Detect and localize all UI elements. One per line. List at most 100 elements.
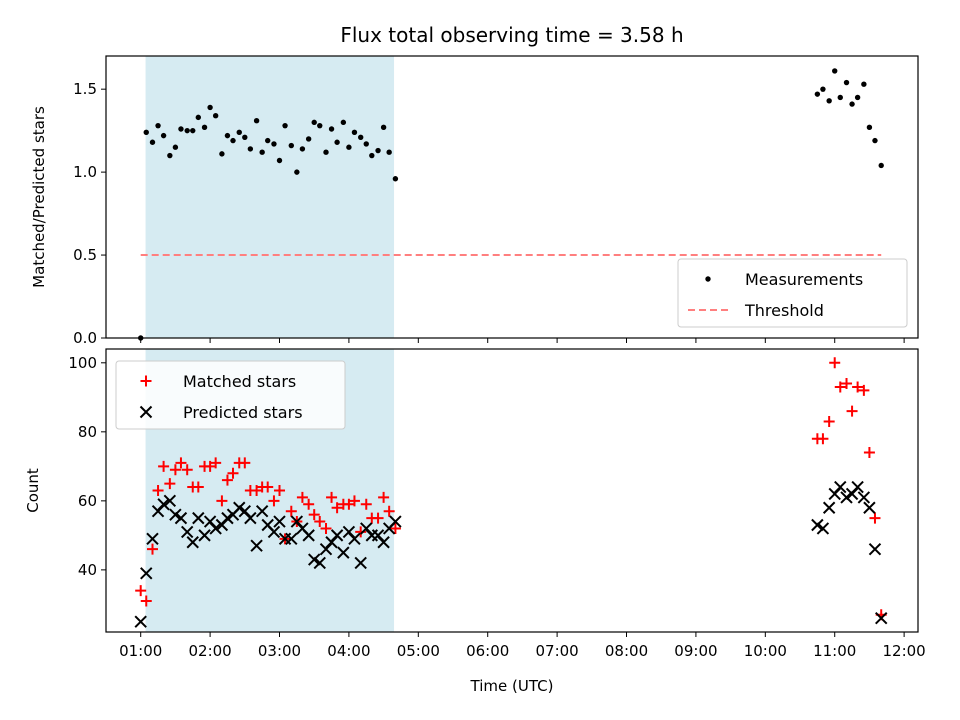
measurements-point [201,124,208,131]
measurements-point [219,151,225,157]
predicted-stars-point [307,553,321,566]
predicted-stars-point [255,504,269,518]
matched-stars-point [152,485,164,496]
predicted-stars-point [134,615,147,628]
matched-stars-point [251,485,263,496]
measurements-point [178,126,184,132]
predicted-stars-legend-label: Predicted stars [183,403,303,422]
matched-stars-point [852,381,864,393]
legend: Matched stars Predicted stars [115,360,346,430]
measurements-point [351,129,358,136]
predicted-stars-point [857,491,871,504]
x-tick-label: 07:00 [535,642,578,660]
measurements-point [866,124,873,131]
x-tick-label: 03:00 [258,642,301,660]
measurements-point [143,129,149,136]
predicted-stars-point [146,532,159,546]
plot-frame [105,348,919,633]
matched-stars-point [834,381,846,393]
x-tick-label: 12:00 [883,642,926,660]
measurements-point [837,94,843,101]
y-tick-label: 80 [78,423,97,441]
measurements-point [299,146,306,152]
matched-stars-point [360,498,372,510]
predicted-stars-point [868,542,882,556]
matched-stars-point [343,498,355,510]
measurements-point [323,149,329,155]
predicted-stars-point [354,556,367,570]
measurements-point [358,134,364,140]
predicted-stars-point [169,508,182,521]
measurements-point [167,152,173,159]
matched-stars-point [285,505,297,517]
predicted-stars-point [163,494,177,508]
measurements-point [380,124,387,131]
x-tick-label: 09:00 [674,642,717,660]
panel-bottom-counts: 40 60 80 100 01:00 02:00 03:00 04:00 05:00 06:00 0… [24,348,926,660]
measurements-point [317,122,323,129]
y-tick-label: 0.5 [73,246,97,264]
matched-stars-point [268,495,280,507]
measurements-point [242,134,248,140]
matched-stars-point [135,585,147,597]
x-tick-label: 10:00 [744,642,787,660]
measurements-legend-label: Measurements [745,270,863,289]
measurements-point [375,147,381,154]
measurements-point [346,144,352,150]
x-axis-label: Time (UTC) [470,677,554,695]
matched-stars-point [308,509,320,521]
measurements-point [878,162,884,169]
predicted-stars-point [389,515,402,528]
observing-window-shade [145,56,395,338]
measurements-point [328,126,335,132]
predicted-stars-point [174,511,188,525]
predicted-stars-point [840,491,853,504]
predicted-stars-point [285,532,298,546]
y-tick-label: 1.5 [73,80,97,98]
predicted-stars-point [377,536,390,549]
matched-stars-point [169,464,181,476]
matched-stars-point [175,457,187,469]
matched-stars-point [858,384,870,396]
measurements-point [832,68,838,74]
measurements-point [160,132,167,139]
matched-stars-point [817,433,829,445]
measurements-point [294,169,300,175]
measurements-point [872,137,878,144]
predicted-stars-point [313,556,326,570]
matched-stars-point [372,512,384,524]
predicted-stars-point [233,501,246,514]
measurements-point [311,119,317,126]
predicted-stars-point [180,525,194,539]
measurements-point [207,104,213,111]
matched-stars-point [146,543,158,555]
x-tick-label: 01:00 [119,642,162,660]
plot-frame [105,55,919,339]
measurements-point [814,91,821,97]
measurements-point [212,113,219,119]
matched-stars-point [846,405,858,417]
measurements-point [253,117,260,124]
matched-stars-point [140,595,152,607]
measurements-point [259,149,265,155]
matched-stars-point [314,516,326,528]
measurements-point [276,157,283,164]
matched-stars-legend-swatch [140,375,152,387]
matched-stars-point [181,464,193,476]
y-tick-label: 100 [68,354,97,372]
predicted-stars-point [348,532,361,546]
predicted-stars-point [834,480,847,494]
predicted-stars-point [209,522,222,535]
predicted-stars-point [267,525,281,539]
x-tick-label: 04:00 [327,642,370,660]
predicted-stars-point [875,611,888,625]
predicted-stars-point [186,536,199,549]
predicted-stars-point [822,501,836,514]
measurements-point [340,119,347,126]
measurements-point [826,98,832,104]
chart-title: Flux total observing time = 3.58 h [340,23,683,47]
y-tick-label: 1.0 [73,163,97,181]
measurements-point [236,129,242,136]
matched-stars-point [221,474,233,486]
